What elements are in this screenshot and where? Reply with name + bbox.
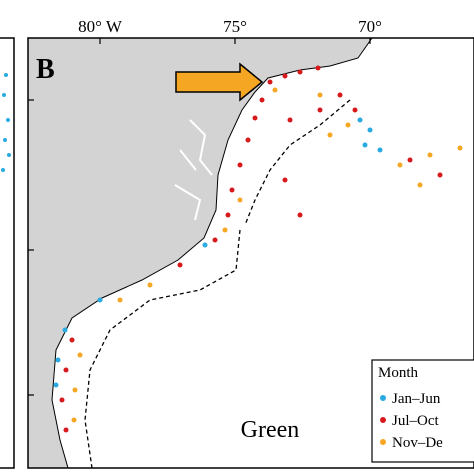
- left-panel-dots: [1, 73, 11, 172]
- bays: [174, 119, 213, 221]
- legend-item: Nov–De: [392, 435, 443, 451]
- lon-label: 75°: [223, 17, 247, 36]
- land: [28, 38, 373, 468]
- legend-item: Jul–Oct: [392, 413, 439, 429]
- shelf-break: [84, 229, 241, 468]
- lon-label: 80° W: [78, 17, 123, 36]
- legend-title: Month: [378, 365, 419, 381]
- track-dots: [53, 65, 463, 433]
- arrow: [175, 62, 264, 102]
- panel-label: B: [36, 54, 55, 85]
- legend-item: Jan–Jun: [392, 391, 441, 407]
- ticks: [28, 38, 371, 396]
- left-panel-edge: [0, 37, 15, 469]
- shelf-break-north: [244, 99, 351, 226]
- lon-label: 70°: [358, 17, 382, 36]
- region-label: Green: [241, 417, 300, 443]
- legend: Month Jan–Jun Jul–Oct Nov–De: [371, 359, 474, 463]
- map-frame: [27, 37, 474, 469]
